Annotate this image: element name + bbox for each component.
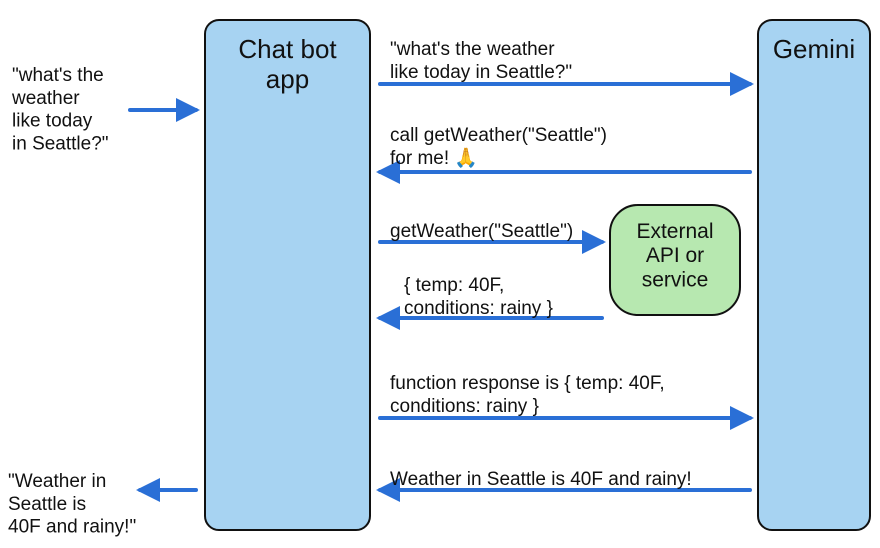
node-external-label: ExternalAPI orservice xyxy=(636,220,713,291)
arrow-a2: call getWeather("Seattle")for me! 🙏 xyxy=(380,125,750,172)
note-user_in: "what's theweatherlike todayin Seattle?" xyxy=(11,65,109,154)
node-external: ExternalAPI orservice xyxy=(610,205,740,315)
arrow-a4-label: { temp: 40F,conditions: rainy } xyxy=(404,275,553,319)
arrow-a3: getWeather("Seattle") xyxy=(380,221,602,242)
arrow-a6-label: Weather in Seattle is 40F and rainy! xyxy=(390,469,692,490)
arrow-a6: Weather in Seattle is 40F and rainy! xyxy=(380,469,750,490)
arrow-a4: { temp: 40F,conditions: rainy } xyxy=(380,275,602,319)
node-gemini-label: Gemini xyxy=(773,34,855,64)
note-user_out: "Weather inSeattle is40F and rainy!" xyxy=(8,471,136,538)
arrow-a3-label: getWeather("Seattle") xyxy=(390,221,573,242)
arrow-a1-label: "what's the weatherlike today in Seattle… xyxy=(390,39,572,83)
arrow-a5-label: function response is { temp: 40F,conditi… xyxy=(390,373,665,417)
arrow-a2-label: call getWeather("Seattle")for me! 🙏 xyxy=(390,125,607,169)
node-gemini: Gemini xyxy=(758,20,870,530)
arrow-a5: function response is { temp: 40F,conditi… xyxy=(380,373,750,418)
node-chatbot: Chat botapp xyxy=(205,20,370,530)
arrow-a1: "what's the weatherlike today in Seattle… xyxy=(380,39,750,84)
